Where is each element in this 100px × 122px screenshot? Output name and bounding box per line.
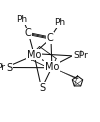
Text: i: i bbox=[79, 50, 81, 56]
Text: Ph: Ph bbox=[54, 18, 66, 27]
Text: C: C bbox=[47, 33, 53, 43]
Text: SPr: SPr bbox=[74, 51, 88, 60]
Polygon shape bbox=[54, 68, 78, 78]
Text: Pr: Pr bbox=[0, 63, 6, 72]
Text: i: i bbox=[1, 63, 3, 69]
Text: Mo: Mo bbox=[27, 50, 41, 60]
Text: C: C bbox=[25, 29, 31, 39]
Text: S: S bbox=[6, 63, 12, 73]
Text: Mo: Mo bbox=[45, 61, 59, 71]
Text: S: S bbox=[39, 83, 45, 93]
Text: Ph: Ph bbox=[16, 15, 28, 24]
